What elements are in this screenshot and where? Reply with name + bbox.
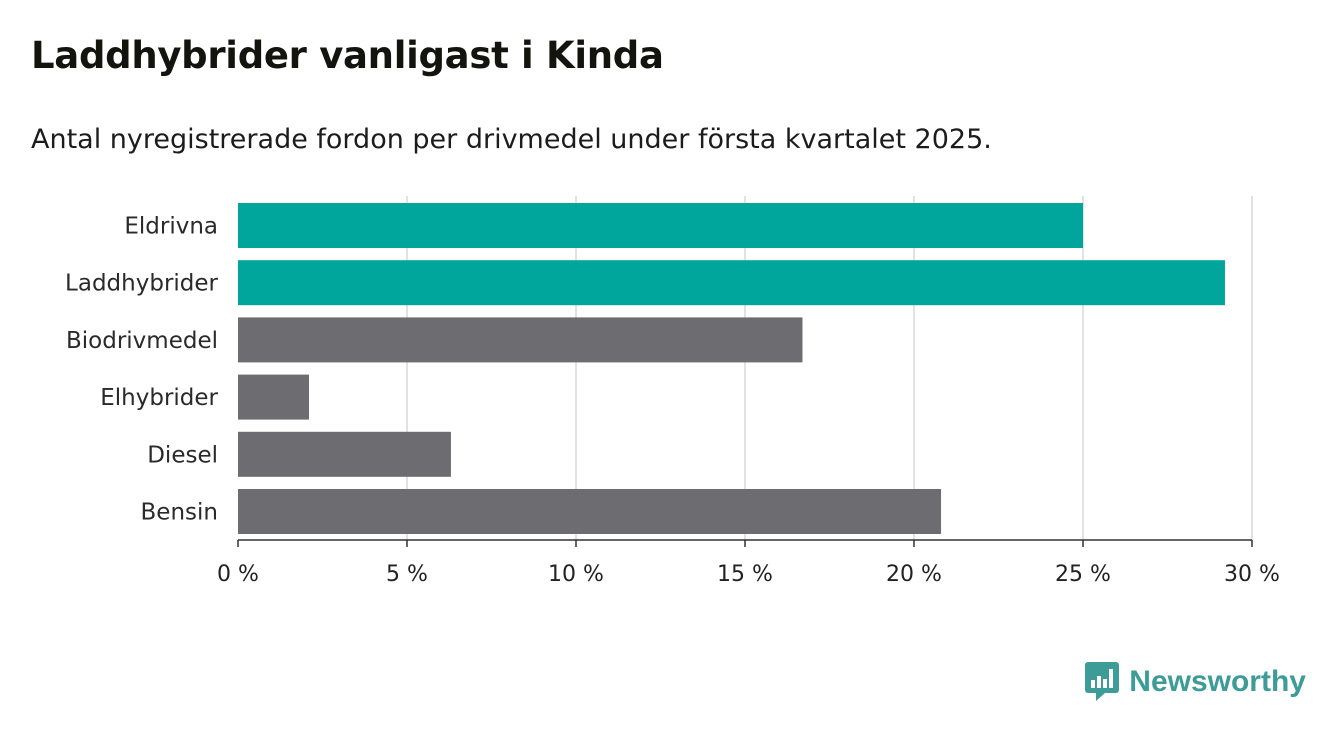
bars — [238, 203, 1225, 534]
newsworthy-logo: Newsworthy — [1085, 662, 1306, 702]
x-tick-label: 10 % — [548, 562, 604, 587]
x-tick-label: 5 % — [386, 562, 428, 587]
y-category-label: Laddhybrider — [65, 271, 218, 297]
y-category-label: Eldrivna — [124, 214, 218, 240]
bar — [238, 203, 1083, 248]
y-axis-labels: Eldrivna Laddhybrider Biodrivmedel Elhybrid… — [65, 214, 218, 526]
logo-text: Newsworthy — [1129, 665, 1306, 698]
x-tick-label: 0 % — [217, 562, 259, 587]
bar — [238, 489, 942, 534]
bar — [238, 374, 309, 420]
x-tick-label: 30 % — [1224, 562, 1280, 587]
x-tick-label: 15 % — [717, 562, 773, 587]
chart-subtitle: Antal nyregistrerade fordon per drivmede… — [31, 124, 992, 155]
x-tick-label: 25 % — [1055, 562, 1111, 587]
gridlines — [406, 196, 1253, 540]
y-category-label: Biodrivmedel — [66, 328, 218, 354]
x-tick-label: 20 % — [886, 562, 942, 587]
y-category-label: Elhybrider — [100, 385, 218, 411]
x-axis: 0 % 5 % 10 % 15 % 20 % 25 % 30 % — [217, 539, 1280, 587]
bar — [238, 260, 1225, 306]
y-category-label: Diesel — [147, 442, 218, 468]
bar — [238, 431, 451, 477]
chart-title: Laddhybrider vanligast i Kinda — [31, 34, 664, 77]
bar-chart-speech-bubble-icon — [1085, 662, 1120, 701]
y-category-label: Bensin — [141, 500, 218, 526]
bar — [238, 317, 803, 363]
